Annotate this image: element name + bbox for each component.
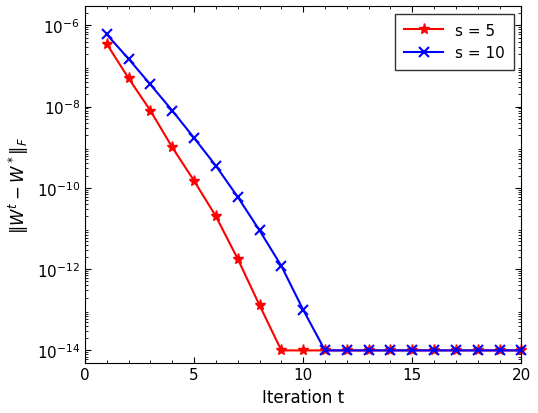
s = 10 (497, 348, 503, 353)
s = 5 (365, 348, 372, 353)
s = 10 (387, 348, 394, 353)
Legend: s = 5, s = 10: s = 5, s = 10 (395, 14, 514, 70)
s = 10 (300, 308, 306, 313)
s = 5 (147, 109, 153, 114)
Line: s = 5: s = 5 (101, 39, 527, 356)
s = 10 (409, 348, 415, 353)
s = 5 (235, 256, 241, 261)
s = 10 (475, 348, 481, 353)
s = 5 (409, 348, 415, 353)
s = 5 (278, 348, 285, 353)
s = 10 (365, 348, 372, 353)
s = 5 (475, 348, 481, 353)
s = 5 (103, 42, 110, 47)
s = 5 (518, 348, 525, 353)
s = 5 (300, 348, 306, 353)
s = 5 (213, 214, 219, 219)
Line: s = 10: s = 10 (102, 31, 526, 356)
s = 10 (103, 33, 110, 38)
s = 10 (125, 57, 132, 62)
s = 10 (322, 348, 328, 353)
s = 10 (344, 348, 350, 353)
Y-axis label: $\|W^t - W^*\|_F$: $\|W^t - W^*\|_F$ (7, 136, 31, 233)
s = 5 (256, 303, 263, 308)
s = 5 (344, 348, 350, 353)
s = 5 (125, 76, 132, 81)
s = 10 (235, 195, 241, 200)
s = 10 (147, 83, 153, 88)
s = 5 (431, 348, 437, 353)
s = 5 (497, 348, 503, 353)
s = 10 (256, 228, 263, 233)
s = 10 (191, 136, 197, 141)
s = 10 (213, 164, 219, 169)
s = 5 (452, 348, 459, 353)
s = 5 (322, 348, 328, 353)
s = 5 (169, 145, 175, 150)
s = 5 (387, 348, 394, 353)
X-axis label: Iteration t: Iteration t (262, 388, 344, 406)
s = 10 (278, 264, 285, 269)
s = 10 (452, 348, 459, 353)
s = 10 (431, 348, 437, 353)
s = 10 (518, 348, 525, 353)
s = 10 (169, 109, 175, 114)
s = 5 (191, 179, 197, 184)
